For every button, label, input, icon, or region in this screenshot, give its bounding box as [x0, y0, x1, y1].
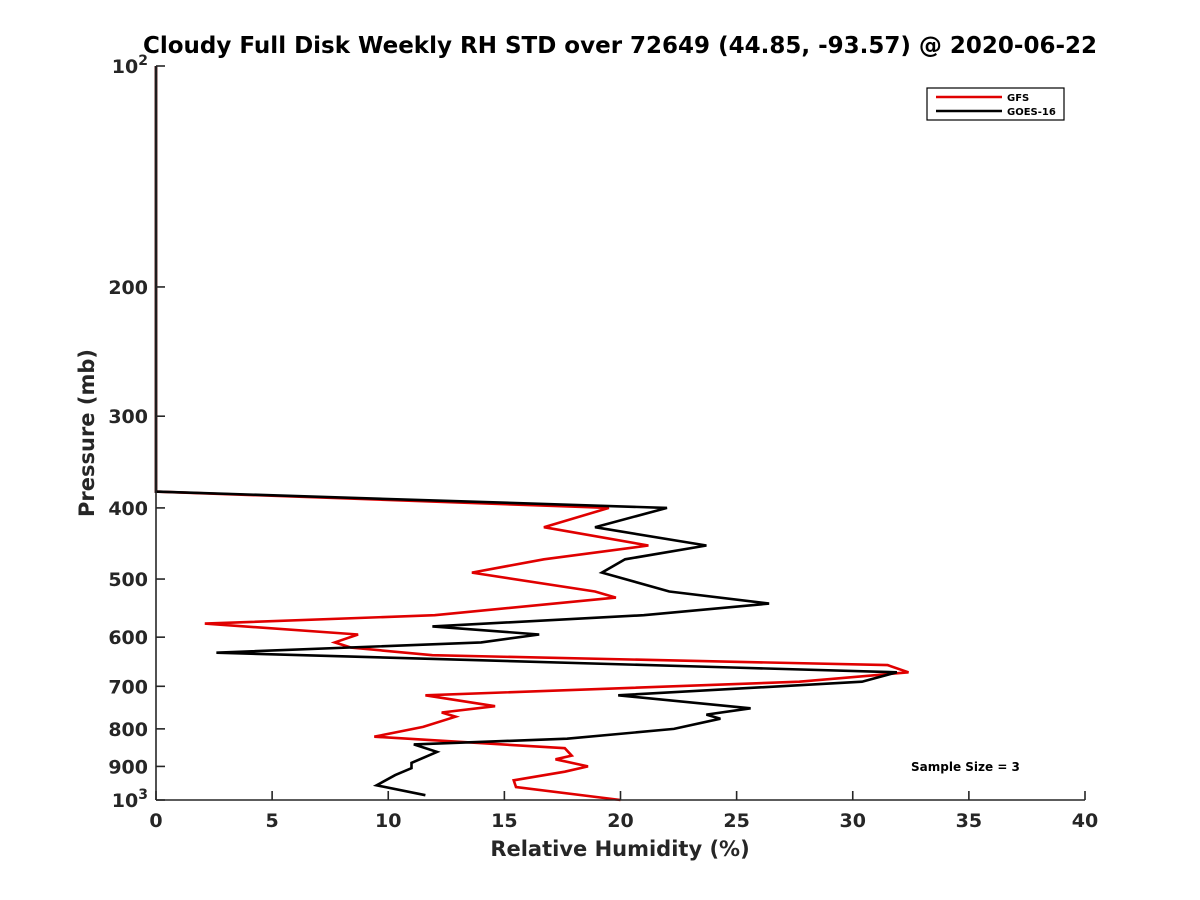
x-axis-label: Relative Humidity (%) [490, 837, 749, 861]
chart-title: Cloudy Full Disk Weekly RH STD over 7264… [143, 33, 1097, 59]
y-tick-label: 300 [108, 406, 148, 428]
x-tick-label: 5 [266, 810, 279, 832]
legend-label-gfs: GFS [1007, 93, 1029, 104]
x-tick-label: 25 [723, 810, 749, 832]
legend: GFS GOES-16 [926, 87, 1065, 121]
y-tick-label: 800 [108, 719, 148, 741]
y-tick-label: 103 [112, 787, 148, 812]
x-tick-label: 40 [1072, 810, 1098, 832]
x-tick-label: 35 [956, 810, 982, 832]
series-line-gfs [154, 66, 909, 802]
y-tick-label: 900 [108, 756, 148, 778]
y-tick-label: 102 [112, 53, 148, 78]
x-tick-label: 15 [491, 810, 517, 832]
y-tick-label: 600 [108, 627, 148, 649]
y-axis-label: Pressure (mb) [75, 349, 99, 517]
legend-label-goes16: GOES-16 [1007, 107, 1056, 118]
y-tick-label: 700 [108, 676, 148, 698]
y-tick-label: 500 [108, 569, 148, 591]
y-tick-label: 400 [108, 498, 148, 520]
x-tick-label: 10 [375, 810, 401, 832]
legend-box [926, 87, 1065, 121]
series-layer [154, 66, 909, 802]
x-tick-label: 0 [149, 810, 162, 832]
y-tick-label: 200 [108, 277, 148, 299]
y-axis-ticks: 102 200 300 400 500 600 700 800 900 103 [108, 53, 165, 812]
series-line-goes16 [154, 66, 898, 797]
sample-size-annotation: Sample Size = 3 [911, 760, 1020, 774]
x-tick-label: 30 [840, 810, 866, 832]
x-tick-label: 20 [607, 810, 633, 832]
x-axis-ticks: 0 5 10 15 20 25 30 35 40 [149, 791, 1098, 832]
